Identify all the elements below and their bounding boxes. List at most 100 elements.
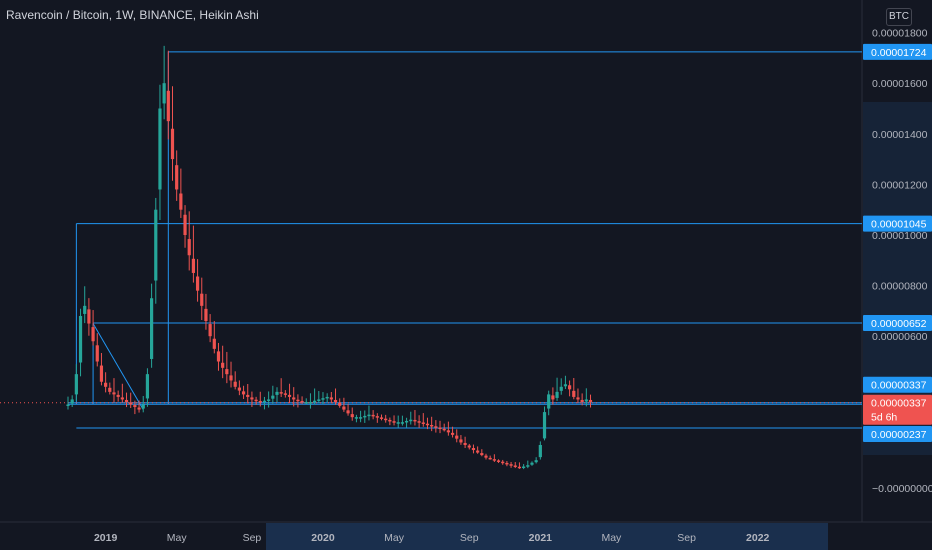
candle-body (212, 338, 216, 349)
candle-body (313, 400, 317, 403)
candle-body (547, 394, 551, 409)
level-price-tag (863, 426, 932, 443)
bar-countdown-label: 5d 6h (871, 412, 897, 424)
candle-body (150, 298, 154, 359)
trendline (92, 323, 144, 410)
current-price-label: 0.00000337 (871, 398, 927, 410)
candle-body (229, 375, 233, 381)
candle-body (108, 387, 112, 392)
candle-body (442, 428, 446, 431)
time-tick-label: 2020 (311, 532, 335, 544)
candle-body (396, 422, 400, 424)
candle-body (580, 399, 584, 402)
candlestick-series (66, 45, 593, 470)
candle-body (195, 276, 200, 291)
time-axis-labels: 2019 May Sep 2020 May Sep 2021 May Sep 2022 (94, 532, 770, 544)
candle-body (434, 426, 438, 428)
level-price-tag (863, 315, 932, 332)
candle-body (522, 466, 526, 468)
price-axis-labels: 0.00001800 0.00001600 0.00001400 0.00001200… (872, 28, 932, 495)
candle-body (216, 351, 221, 362)
candle-body (262, 400, 267, 403)
candle-body (300, 400, 304, 403)
candle-body (363, 415, 367, 418)
candle-body (154, 209, 158, 281)
candle-body (346, 410, 350, 414)
candle-body (183, 214, 187, 235)
candle-body (505, 462, 509, 465)
candle-body (563, 384, 568, 387)
candle-body (258, 400, 262, 403)
candle-body (304, 401, 308, 404)
candle-body (538, 444, 542, 458)
candle-body (129, 402, 133, 405)
price-tick-label: 0.00001600 (872, 78, 928, 90)
candle-body (279, 392, 283, 394)
candle-body (588, 399, 593, 402)
candle-body (162, 83, 166, 104)
level-price-tag-label: 0.00001045 (871, 219, 927, 231)
candle-body (542, 412, 547, 439)
candle-body (480, 453, 484, 456)
candle-body (568, 385, 572, 390)
candle-body (283, 393, 287, 395)
candle-body (95, 345, 99, 362)
candle-body (484, 455, 488, 458)
currency-badge[interactable]: BTC (886, 8, 912, 26)
candle-body (237, 387, 241, 391)
chart-title: Ravencoin / Bitcoin, 1W, BINANCE, Heikin… (6, 8, 259, 22)
candle-body (141, 404, 145, 409)
candle-body (329, 397, 333, 400)
candle-body (350, 414, 354, 418)
candle-body (438, 427, 442, 430)
candle-body (179, 193, 183, 210)
candle-body (116, 394, 120, 397)
candle-body (413, 419, 417, 422)
candle-body (496, 460, 501, 462)
candle-body (70, 399, 74, 404)
candle-body (501, 461, 505, 464)
candle-body (99, 365, 104, 382)
level-price-tag-label: 0.00000237 (871, 429, 927, 441)
candle-body (492, 459, 496, 461)
candle-body (430, 425, 434, 427)
candle-body (555, 391, 559, 398)
candle-body (145, 374, 150, 399)
candle-body (308, 401, 313, 404)
level-price-tag-label: 0.00001724 (871, 47, 927, 59)
time-tick-label: May (167, 532, 188, 544)
candle-body (275, 391, 279, 395)
candle-body (476, 450, 480, 453)
candle-body (517, 466, 522, 469)
candle-body (455, 435, 459, 439)
candle-body (325, 396, 329, 399)
candle-body (392, 421, 396, 423)
candle-body (158, 108, 162, 190)
level-price-tag (863, 43, 932, 60)
candle-body (78, 315, 83, 363)
candle-body (513, 465, 517, 467)
price-tick-label: 0.00000800 (872, 281, 928, 293)
candle-body (559, 386, 563, 391)
candle-body (488, 457, 492, 460)
time-tick-label: Sep (243, 532, 262, 544)
candle-body (359, 417, 363, 419)
candle-body (526, 465, 530, 467)
candle-body (296, 399, 300, 402)
candle-body (471, 448, 476, 451)
candle-body (91, 327, 95, 342)
candle-body (530, 462, 534, 465)
time-tick-label: Sep (460, 532, 479, 544)
candle-body (551, 395, 555, 400)
candle-body (321, 398, 325, 400)
candle-body (400, 422, 404, 424)
candle-body (271, 395, 275, 399)
candle-body (342, 406, 346, 410)
candle-body (104, 382, 108, 387)
candle-body (221, 362, 225, 368)
current-price-tag (863, 394, 932, 425)
price-axis-background[interactable] (862, 0, 932, 550)
candle-body (246, 394, 250, 397)
candle-body (371, 414, 375, 417)
